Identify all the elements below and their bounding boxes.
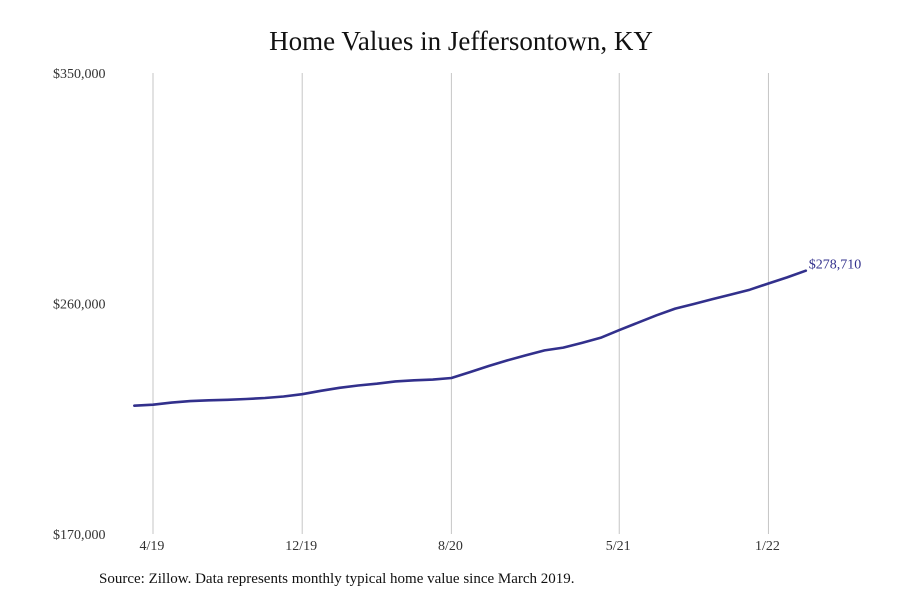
x-tick-label: 5/21 xyxy=(606,539,631,554)
x-tick-label: 4/19 xyxy=(140,539,165,554)
end-value-label: $278,710 xyxy=(809,258,862,273)
x-tick-label: 1/22 xyxy=(755,539,780,554)
x-tick-label: 12/19 xyxy=(285,539,317,554)
home-value-line xyxy=(133,269,808,407)
source-note: Source: Zillow. Data represents monthly … xyxy=(99,571,575,587)
y-axis-ticks: $350,000 $260,000 $170,000 xyxy=(53,67,106,543)
series-layer: $278,710 xyxy=(133,258,862,407)
x-tick-label: 8/20 xyxy=(438,539,463,554)
y-tick-label: $170,000 xyxy=(53,528,106,543)
gridlines xyxy=(152,73,769,534)
y-tick-label: $260,000 xyxy=(53,298,106,313)
chart-title: Home Values in Jeffersontown, KY xyxy=(269,26,653,56)
y-tick-label: $350,000 xyxy=(53,67,106,82)
x-axis-ticks: 4/19 12/19 8/20 5/21 1/22 xyxy=(140,539,780,554)
